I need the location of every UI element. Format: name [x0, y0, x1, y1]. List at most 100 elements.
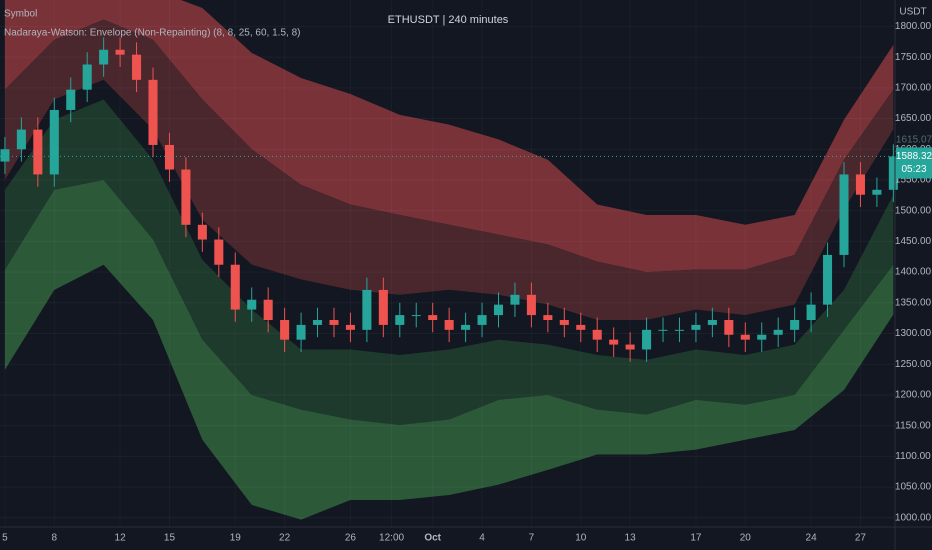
candle-body — [329, 320, 339, 325]
x-tick-label: 12 — [115, 533, 127, 544]
x-tick-label: 22 — [279, 533, 291, 544]
y-tick-label: 1800.00 — [895, 21, 932, 32]
candle-body — [362, 289, 372, 330]
candle-body — [230, 264, 240, 310]
y-tick-label: 1100.00 — [895, 451, 931, 462]
price-label-box — [896, 147, 932, 179]
candle-body — [526, 294, 536, 316]
candle-body — [790, 320, 800, 330]
indicator-label: Nadaraya-Watson: Envelope (Non-Repaintin… — [4, 28, 300, 39]
candle-body — [674, 329, 685, 331]
candle-body — [444, 320, 454, 330]
candle-body — [296, 324, 306, 340]
candle-body — [0, 149, 10, 162]
y-tick-label: 1250.00 — [895, 359, 932, 370]
candle-body — [855, 174, 865, 195]
candle-body — [461, 324, 471, 330]
candle-body — [872, 189, 882, 195]
candle-body — [49, 109, 59, 175]
y-tick-label: 1750.00 — [895, 52, 932, 63]
envelope-band — [4, 79, 894, 360]
x-tick-label: 12:00 — [379, 533, 404, 544]
candle-body — [493, 304, 504, 316]
price-unit: USDT — [899, 7, 926, 18]
x-tick-label: 13 — [625, 533, 637, 544]
candle-body — [543, 315, 553, 321]
candle-body — [132, 54, 142, 80]
candle-body — [510, 294, 520, 305]
candle-body — [247, 299, 257, 310]
candle-body — [592, 329, 602, 340]
candle-body — [724, 320, 734, 335]
candle-body — [181, 169, 191, 225]
y-tick-label: 1200.00 — [895, 390, 932, 401]
candle-body — [477, 315, 487, 325]
candle-body — [773, 329, 783, 335]
candle-body — [16, 129, 26, 150]
x-tick-label: 17 — [690, 533, 702, 544]
candle-body — [66, 89, 76, 110]
y-tick-label: 1650.00 — [895, 113, 932, 124]
candle-body — [757, 334, 767, 340]
x-tick-label: 10 — [575, 533, 587, 544]
x-tick-label: 24 — [806, 533, 818, 544]
x-tick-label: 20 — [740, 533, 752, 544]
candle-body — [82, 64, 92, 90]
x-tick-label: 7 — [529, 533, 535, 544]
x-tick-label: 5 — [2, 533, 8, 544]
candle-body — [658, 329, 668, 331]
candle-body — [345, 324, 355, 330]
candle-body — [642, 329, 652, 350]
candle-body — [411, 315, 421, 317]
candle-body — [609, 339, 619, 345]
candle-body — [148, 79, 158, 145]
candle-body — [823, 254, 833, 305]
y-tick-label: 1350.00 — [895, 297, 932, 308]
y-tick-label: 1000.00 — [895, 512, 932, 523]
chart-title: ETHUSDT | 240 minutes — [388, 14, 509, 26]
x-tick-label: 8 — [52, 533, 58, 544]
candle-body — [839, 174, 849, 255]
symbol-label: Symbol — [4, 9, 37, 20]
candle-body — [378, 289, 388, 325]
candle-body — [99, 49, 109, 65]
envelope-band — [4, 0, 894, 273]
candle-body — [576, 324, 586, 330]
candle-body — [707, 320, 717, 325]
candle-body — [33, 129, 43, 175]
x-tick-label: 27 — [855, 533, 867, 544]
y-tick-label: 1050.00 — [895, 482, 932, 493]
candle-body — [740, 334, 750, 340]
x-tick-label: Oct — [424, 533, 441, 544]
x-tick-label: 19 — [230, 533, 242, 544]
y-tick-label: 1400.00 — [895, 267, 932, 278]
candle-body — [625, 344, 635, 350]
candle-body — [115, 49, 125, 55]
x-tick-label: 15 — [164, 533, 176, 544]
candle-body — [263, 299, 273, 321]
x-tick-label: 26 — [345, 533, 357, 544]
candle-body — [806, 304, 816, 321]
candle-body — [559, 320, 569, 325]
candle-body — [280, 320, 290, 340]
candle-body — [395, 315, 405, 325]
y-tick-label: 1300.00 — [895, 328, 932, 339]
candle-body — [197, 224, 207, 240]
high-marker-label: 1615.07 — [896, 135, 932, 146]
y-tick-label: 1550.00 — [895, 175, 932, 186]
y-tick-label: 1500.00 — [895, 205, 932, 216]
x-tick-label: 4 — [479, 533, 485, 544]
y-tick-label: 1150.00 — [895, 420, 931, 431]
candle-body — [428, 315, 438, 321]
countdown-label: 05:23 — [901, 164, 926, 175]
envelope-band — [4, 179, 894, 520]
candle-body — [691, 324, 701, 330]
candle-body — [164, 144, 174, 170]
y-tick-label: 1450.00 — [895, 236, 932, 247]
candle-body — [214, 239, 224, 265]
envelope-band — [4, 99, 894, 426]
y-tick-label: 1700.00 — [895, 82, 932, 93]
candle-body — [313, 320, 323, 325]
candle-body — [888, 156, 898, 190]
